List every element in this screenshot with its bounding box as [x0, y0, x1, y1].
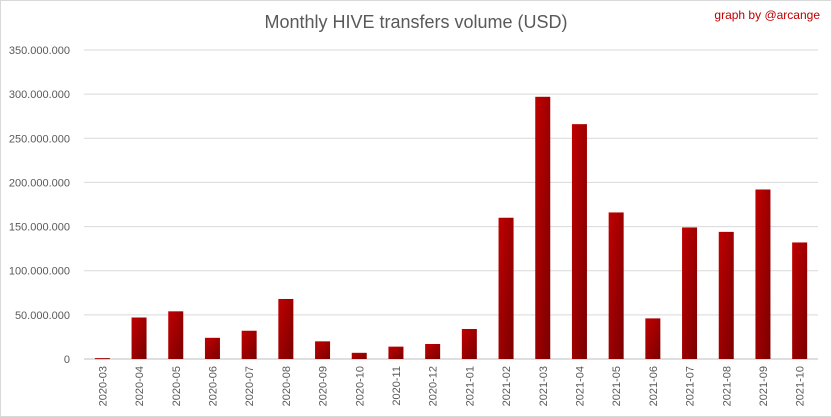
y-tick-label: 300.000.000 — [9, 89, 70, 101]
x-axis-tick-labels: 2020-03 2020-04 2020-05 2020-06 2020-07 2020-… — [97, 366, 806, 406]
x-tick-label: 2020-05 — [171, 366, 183, 406]
x-tick-label: 2021-06 — [648, 366, 660, 406]
y-tick-label: 150.000.000 — [9, 222, 70, 234]
x-tick-label: 2021-08 — [721, 366, 733, 406]
x-tick-label: 2021-04 — [574, 366, 586, 406]
y-tick-label: 50.000.000 — [15, 310, 70, 322]
x-tick-label: 2021-05 — [611, 366, 623, 406]
x-tick-label: 2020-11 — [391, 366, 403, 406]
x-tick-label: 2021-02 — [501, 366, 513, 406]
x-tick-label: 2020-09 — [318, 366, 330, 406]
y-axis-tick-labels: 0 50.000.000 100.000.000 150.000.000 200.000… — [9, 45, 70, 366]
x-tick-label: 2020-03 — [97, 366, 109, 406]
bar-2021-01 — [461, 328, 477, 359]
gridlines — [84, 49, 818, 360]
y-tick-label: 250.000.000 — [9, 133, 70, 145]
bar-2021-08 — [718, 231, 734, 359]
x-tick-label: 2020-06 — [207, 366, 219, 406]
x-tick-label: 2021-01 — [464, 366, 476, 406]
bar-2021-06 — [645, 318, 661, 359]
bar-2021-05 — [608, 212, 624, 359]
bar-2020-06 — [204, 337, 220, 359]
y-tick-label: 100.000.000 — [9, 266, 70, 278]
x-tick-label: 2021-07 — [685, 366, 697, 406]
bar-2021-02 — [498, 217, 514, 359]
x-tick-label: 2020-04 — [134, 366, 146, 406]
credit-label: graph by @arcange — [714, 8, 820, 22]
bar-2020-10 — [351, 352, 367, 359]
y-tick-label: 200.000.000 — [9, 177, 70, 189]
bar-2021-03 — [535, 96, 551, 359]
y-tick-label: 350.000.000 — [9, 45, 70, 57]
bar-2020-07 — [241, 330, 257, 359]
bar-2021-07 — [682, 227, 698, 359]
bar-2021-04 — [571, 124, 587, 359]
bar-2020-03 — [94, 358, 110, 360]
x-tick-label: 2021-09 — [758, 366, 770, 406]
chart-title: Monthly HIVE transfers volume (USD) — [264, 12, 568, 32]
x-tick-label: 2020-12 — [428, 366, 440, 406]
bar-2020-12 — [425, 343, 441, 359]
bar-2020-04 — [131, 317, 147, 359]
bar-2020-05 — [168, 311, 184, 359]
x-tick-label: 2020-07 — [244, 366, 256, 406]
bar-2021-09 — [755, 189, 771, 359]
bar-2020-11 — [388, 346, 404, 359]
x-tick-label: 2021-10 — [795, 366, 807, 406]
x-tick-label: 2021-03 — [538, 366, 550, 406]
x-tick-label: 2020-08 — [281, 366, 293, 406]
bars — [94, 96, 808, 360]
bar-2021-10 — [792, 242, 808, 359]
bar-2020-08 — [278, 298, 294, 359]
x-tick-label: 2020-10 — [354, 366, 366, 406]
bar-2020-09 — [315, 341, 331, 359]
y-tick-label: 0 — [64, 354, 70, 366]
